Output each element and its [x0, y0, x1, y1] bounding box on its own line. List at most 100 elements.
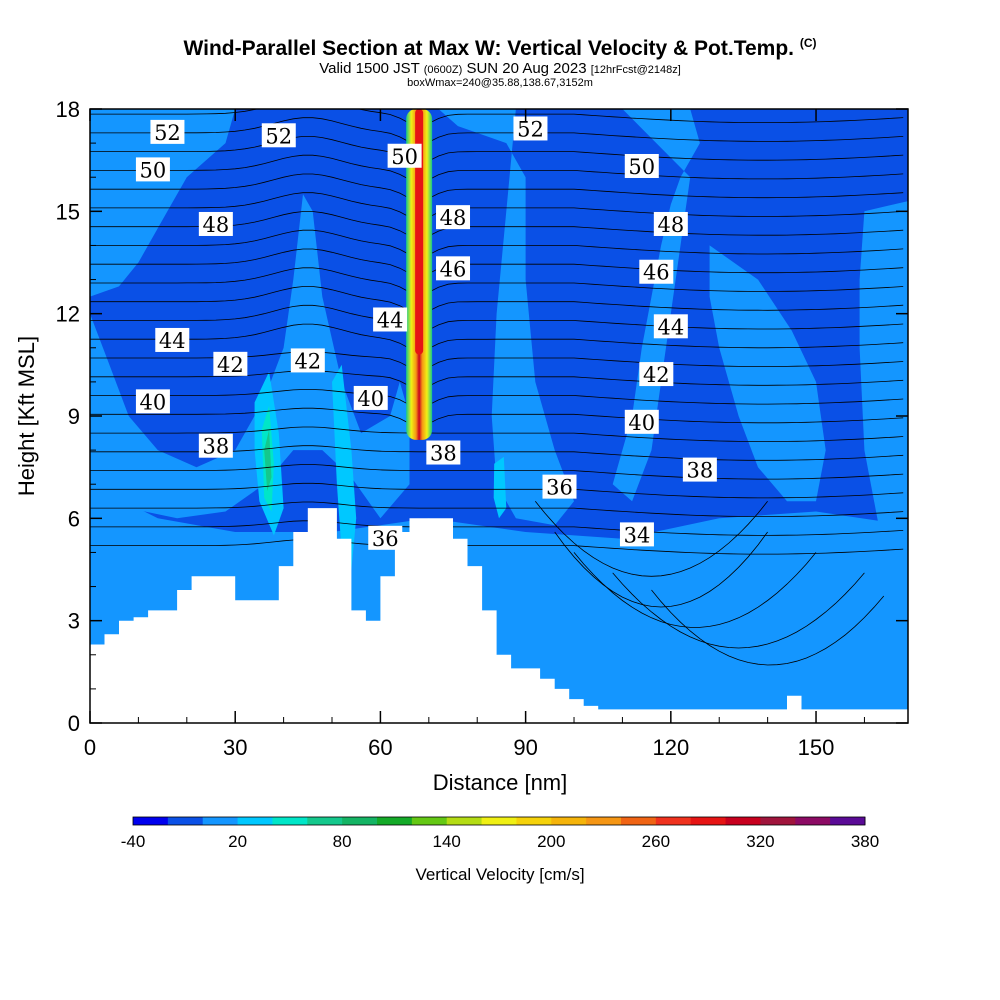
colorbar-tick-label: 200 — [537, 832, 565, 851]
y-tick-label: 18 — [56, 97, 80, 122]
theta-contour-line — [612, 572, 865, 649]
colorbar-swatch — [725, 817, 761, 825]
velocity-region — [493, 456, 507, 519]
colorbar-swatch — [795, 817, 831, 825]
colorbar-swatch — [342, 817, 378, 825]
contour-label-text: 36 — [546, 476, 573, 500]
velocity-region — [90, 194, 410, 519]
contour-label-text: 48 — [657, 213, 684, 237]
contour-label: 36 — [368, 525, 403, 551]
contour-label-text: 42 — [643, 363, 670, 387]
velocity-region — [612, 109, 700, 502]
theta-contours — [90, 109, 904, 666]
contour-label: 52 — [513, 116, 548, 141]
contour-label: 50 — [387, 143, 422, 169]
x-tick-label: 120 — [652, 735, 689, 760]
colorbar-tick-label: -40 — [121, 832, 146, 851]
chart-subtitle: boxWmax=240@35.88,138.67,3152m — [407, 77, 593, 89]
theta-contour-line — [90, 407, 904, 427]
contour-label: 40 — [135, 389, 170, 414]
contour-label-text: 34 — [624, 523, 651, 547]
theta-contour-line — [90, 426, 904, 443]
colorbar-swatch — [621, 817, 657, 825]
contour-label-text: 48 — [202, 213, 229, 237]
contour-label: 42 — [290, 348, 325, 373]
theta-contour-line — [90, 248, 904, 277]
contour-label: 34 — [619, 522, 654, 547]
contour-label: 52 — [261, 123, 296, 148]
colorbar-swatch — [446, 817, 483, 825]
contour-label: 46 — [436, 256, 471, 281]
updraft-core-max — [415, 109, 424, 355]
theta-contour-line — [90, 154, 904, 183]
colorbar-swatch — [481, 817, 517, 825]
colorbar-swatch — [307, 817, 343, 825]
contour-label-text: 52 — [265, 124, 292, 148]
contour-label-text: 38 — [430, 442, 457, 466]
colorbar-swatch — [586, 817, 622, 825]
contour-label: 44 — [373, 307, 408, 332]
contour-label: 40 — [624, 409, 659, 435]
contour-label-text: 50 — [628, 155, 655, 179]
theta-contour-line — [90, 539, 904, 555]
contour-label: 44 — [653, 314, 688, 339]
contour-label: 48 — [436, 205, 471, 230]
contour-label-text: 42 — [217, 353, 244, 377]
contour-label: 42 — [639, 362, 674, 387]
theta-contour-line — [90, 117, 904, 146]
colorbar-swatch — [202, 817, 239, 825]
contour-label: 38 — [198, 433, 233, 459]
contour-labels: 52 52 52 50 50 50 48 48 48 46 46 44 44 44 42 42 42 40 40 40… — [135, 116, 717, 551]
contour-label-text: 38 — [202, 435, 229, 459]
chart-title: Wind-Parallel Section at Max W: Vertical… — [183, 36, 817, 60]
theta-contour-line — [90, 173, 904, 202]
contour-label: 38 — [426, 440, 461, 466]
colorbar-tick-label: 260 — [642, 832, 670, 851]
contour-label: 46 — [639, 259, 674, 285]
theta-contour-line — [90, 192, 904, 221]
colorbar-swatch — [237, 817, 273, 825]
colorbar-swatch — [760, 817, 796, 825]
theta-contour-line — [90, 370, 904, 390]
contour-label: 48 — [653, 211, 688, 237]
chart-valid-time: Valid 1500 JST (0600Z) SUN 20 Aug 2023 [… — [319, 60, 681, 77]
terrain — [90, 508, 908, 723]
colorbar-swatch — [516, 817, 552, 825]
theta-contour-line — [90, 323, 904, 352]
contour-label-text: 38 — [687, 459, 714, 483]
contour-label-text: 44 — [159, 329, 186, 353]
contour-label-text: 48 — [440, 206, 467, 230]
theta-contour-line — [554, 531, 768, 608]
contour-label: 50 — [624, 153, 659, 179]
colorbar-swatch — [830, 817, 866, 825]
colorbar-label: Vertical Velocity [cm/s] — [415, 865, 584, 884]
x-tick-label: 0 — [84, 735, 96, 760]
theta-contour-line — [90, 501, 904, 517]
contour-label-text: 46 — [643, 261, 670, 285]
y-tick-label: 9 — [68, 404, 80, 429]
updraft-core — [406, 109, 433, 440]
colorbar-tick-label: 80 — [333, 832, 352, 851]
contour-label-text: 40 — [357, 387, 384, 411]
colorbar-swatch — [272, 817, 308, 825]
colorbar-swatch — [690, 817, 727, 825]
contour-label-text: 36 — [372, 527, 399, 551]
theta-contour-line — [534, 501, 768, 577]
theta-contour-line — [573, 552, 817, 628]
velocity-region — [90, 109, 236, 297]
contour-label-text: 40 — [140, 390, 167, 414]
contour-label: 44 — [155, 327, 190, 353]
velocity-region — [264, 429, 272, 491]
contour-label: 36 — [542, 474, 577, 500]
colorbar: -40 20 80 140 200 260 320 380 — [121, 816, 879, 851]
contour-label-text: 40 — [628, 411, 655, 435]
velocity-region — [859, 201, 908, 553]
theta-contour-line — [90, 109, 904, 127]
theta-contour-line — [90, 229, 904, 258]
contour-label: 48 — [198, 211, 233, 237]
x-tick-label: 30 — [223, 735, 247, 760]
colorbar-tick-label: 20 — [228, 832, 247, 851]
contour-label-text: 52 — [517, 117, 544, 141]
